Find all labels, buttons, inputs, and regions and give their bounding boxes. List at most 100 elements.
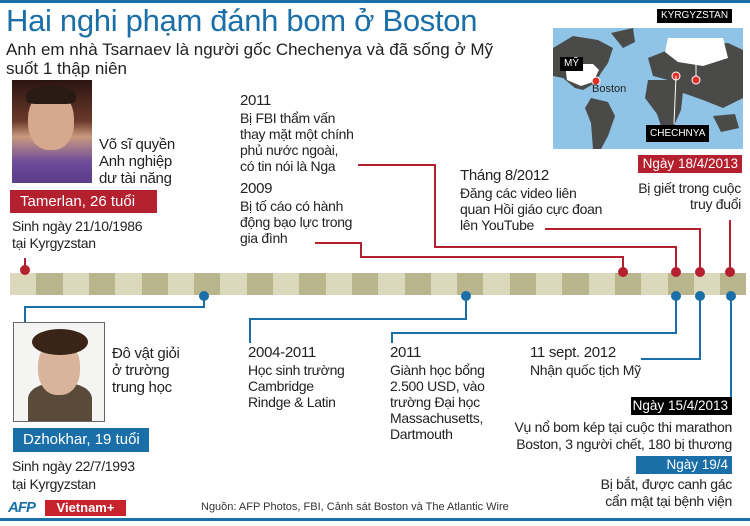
timeline-segment xyxy=(167,273,195,295)
event-line: Bị tố cáo có hành xyxy=(240,198,344,214)
timeline-segment xyxy=(430,273,458,295)
date-badge-18-4-2013: Ngày 18/4/2013 xyxy=(638,155,742,173)
tamerlan-name-badge: Tamerlan, 26 tuổi xyxy=(10,190,157,213)
dzhokhar-birth: Sinh ngày 22/7/1993 tại Kyrgyzstan xyxy=(12,457,135,493)
event-line: Bị FBI thẩm vấn xyxy=(240,110,336,126)
event-date: Tháng 8/2012 xyxy=(460,167,549,184)
subtitle: Anh em nhà Tsarnaev là người gốc Chechen… xyxy=(6,40,493,78)
top-rule xyxy=(0,0,750,3)
timeline-segment xyxy=(588,273,615,295)
marker-blue xyxy=(671,291,681,301)
chechnya-leader xyxy=(673,75,677,125)
dzhokhar-name-badge: Dzhokhar, 19 tuổi xyxy=(13,428,149,452)
vietnamplus-logo: Vietnam+ xyxy=(45,500,126,516)
boston-marker xyxy=(591,76,601,86)
page-title: Hai nghi phạm đánh bom ở Boston xyxy=(6,3,478,38)
event-line: truy đuổi xyxy=(690,196,741,212)
map-label-us: MỸ xyxy=(560,57,583,71)
event-line: Nhận quốc tịch Mỹ xyxy=(530,362,641,378)
event-bombing: Vụ nổ bom kép tại cuộc thi marathon Bost… xyxy=(514,419,732,453)
event-line: thay mặt một chính xyxy=(240,126,354,142)
connector-citizenship xyxy=(641,296,701,360)
event-line: Học sinh trường xyxy=(248,362,345,378)
event-date: 2004-2011 xyxy=(248,344,316,361)
timeline-segment xyxy=(62,273,89,295)
source-note: Nguồn: AFP Photos, FBI, Cảnh sát Boston … xyxy=(201,501,509,513)
date-badge-15-4-2013: Ngày 15/4/2013 xyxy=(631,397,732,415)
connector-dzhokhar-birth xyxy=(24,296,205,322)
event-2009: 2009 Bị tố cáo có hành động bạo lực tron… xyxy=(240,180,352,246)
connector-2009 xyxy=(315,242,624,270)
bottom-rule xyxy=(0,518,750,521)
event-line: Rindge & Latin xyxy=(248,394,336,410)
africa xyxy=(645,80,683,132)
australia xyxy=(713,114,739,132)
marker-red xyxy=(20,265,30,275)
event-line: có tin nói là Nga xyxy=(240,158,336,174)
event-date: 2011 xyxy=(390,344,422,361)
event-line: động bạo lực trong xyxy=(240,214,353,230)
event-2004-2011: 2004-2011 Học sinh trường Cambridge Rind… xyxy=(248,344,345,410)
timeline-segment xyxy=(457,273,484,295)
event-line: Giành học bổng xyxy=(390,362,485,378)
event-line: Cambridge xyxy=(248,378,314,394)
event-line: Đăng các video liên xyxy=(460,185,577,201)
timeline-segment xyxy=(614,273,642,295)
birth-line: tại Kyrgyzstan xyxy=(12,476,96,492)
timeline-segment xyxy=(299,273,326,295)
caption-line: trung học xyxy=(112,379,172,396)
marker-blue xyxy=(695,291,705,301)
caption-line: ở trường xyxy=(112,362,170,379)
marker-blue xyxy=(199,291,209,301)
event-arrested: Bị bắt, được canh gác cẩn mật tại bệnh v… xyxy=(600,476,733,510)
timeline-segment xyxy=(667,273,694,295)
event-line: lên YouTube xyxy=(460,217,535,233)
dzhokhar-photo xyxy=(13,322,105,422)
event-2011-fbi: 2011 Bị FBI thẩm vấn thay mặt một chính … xyxy=(240,92,354,174)
event-line: Boston, 3 người chết, 180 bị thương xyxy=(516,436,732,452)
map-label-kyrgyzstan: KYRGYZSTAN xyxy=(657,9,733,23)
timeline-segment xyxy=(36,273,63,295)
timeline-segment xyxy=(404,273,431,295)
caption-line: dư tài năng xyxy=(99,170,172,187)
caption-line: Võ sĩ quyền xyxy=(99,136,175,153)
event-line: Dartmouth xyxy=(390,426,453,442)
event-line: Vụ nổ bom kép tại cuộc thi marathon xyxy=(514,419,732,435)
timeline-segment xyxy=(693,273,721,295)
birth-line: Sinh ngày 21/10/1986 xyxy=(12,218,143,234)
dzhokhar-caption: Đô vật giỏi ở trường trung học xyxy=(112,345,180,396)
timeline-segment xyxy=(562,273,589,295)
event-killed: Bị giết trong cuộc truy đuổi xyxy=(638,180,741,212)
timeline-segment xyxy=(325,273,352,295)
connector-2004-2011 xyxy=(249,296,467,343)
timeline-segment xyxy=(88,273,116,295)
event-citizenship: 11 sept. 2012 Nhận quốc tịch Mỹ xyxy=(530,344,641,378)
event-line: Bị giết trong cuộc xyxy=(638,180,741,196)
connector-2011-fbi xyxy=(358,164,677,270)
event-2011-scholarship: 2011 Giành học bổng 2.500 USD, vào trườn… xyxy=(390,344,485,442)
marker-red xyxy=(618,267,628,277)
afp-logo: AFP xyxy=(8,499,36,516)
event-line: phủ nước ngoài, xyxy=(240,142,339,158)
event-line: Massachusetts, xyxy=(390,410,484,426)
timeline-segment xyxy=(378,273,405,295)
event-date: 11 sept. 2012 xyxy=(530,344,616,361)
timeline-segment xyxy=(641,273,668,295)
caption-line: Đô vật giỏi xyxy=(112,345,180,362)
event-line: cẩn mật tại bệnh viện xyxy=(605,493,732,509)
timeline-segment xyxy=(220,273,247,295)
map-label-chechnya: CHECHNYA xyxy=(646,125,710,142)
birth-line: tại Kyrgyzstan xyxy=(12,235,96,251)
timeline-segment xyxy=(509,273,537,295)
timeline-segment xyxy=(720,273,747,295)
birth-line: Sinh ngày 22/7/1993 xyxy=(12,458,135,474)
timeline-segment xyxy=(351,273,379,295)
timeline-segment xyxy=(273,273,300,295)
greenland xyxy=(611,28,635,48)
event-line: trường Đại học xyxy=(390,394,480,410)
timeline-segment xyxy=(115,273,142,295)
event-line: Bị bắt, được canh gác xyxy=(600,476,733,492)
marker-red xyxy=(725,267,735,277)
timeline-segment xyxy=(536,273,563,295)
